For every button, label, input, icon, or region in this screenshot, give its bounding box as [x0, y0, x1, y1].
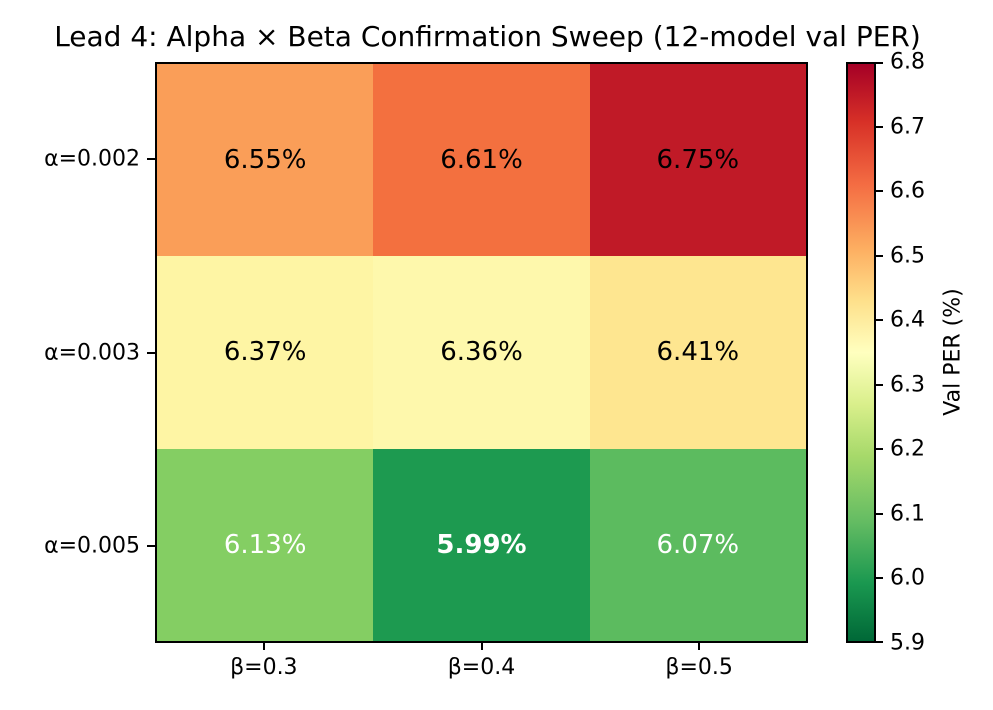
y-axis-tick: [147, 351, 155, 354]
colorbar-tick: [876, 448, 883, 451]
cell-value-label: 6.41%: [656, 337, 740, 368]
cell-value-label: 6.13%: [223, 529, 307, 560]
y-tick-label: α=0.005: [44, 533, 140, 559]
y-tick-label: α=0.002: [44, 146, 140, 172]
heatmap-cell: 6.75%: [589, 64, 806, 257]
colorbar-tick-label: 6.1: [890, 501, 925, 527]
colorbar-tick: [876, 641, 883, 643]
colorbar-tick: [876, 383, 883, 386]
colorbar-axis-label: Val PER (%): [940, 288, 966, 416]
y-axis-tick: [147, 157, 155, 160]
colorbar-tick: [876, 62, 883, 64]
heatmap-cell: 6.36%: [373, 256, 590, 449]
heatmap-cell: 6.13%: [157, 448, 374, 641]
x-tick-label: β=0.4: [447, 655, 516, 680]
colorbar-tick: [876, 254, 883, 257]
y-tick-label: α=0.003: [44, 340, 140, 365]
cell-value-label: 6.55%: [223, 145, 307, 176]
colorbar-tick: [876, 125, 883, 128]
colorbar-tick-label: 6.8: [890, 49, 925, 75]
colorbar-tick-label: 6.5: [890, 243, 925, 269]
colorbar-tick-label: 6.3: [890, 372, 925, 398]
colorbar-tick: [876, 577, 883, 580]
cell-value-label: 6.07%: [656, 529, 740, 560]
x-axis-tick: [698, 643, 701, 650]
x-axis-tick: [262, 643, 265, 650]
colorbar-tick: [876, 319, 883, 322]
colorbar: [846, 62, 876, 643]
heatmap-plot: 6.55% 6.61% 6.75% 6.37% 6.36% 6.41% 6.13% 5.99%…: [155, 62, 808, 643]
heatmap-cell: 6.37%: [157, 256, 374, 449]
heatmap-cell: 6.55%: [157, 64, 374, 257]
colorbar-tick-label: 6.2: [890, 436, 925, 462]
heatmap-cell: 6.41%: [589, 256, 806, 449]
colorbar-tick-label: 6.7: [890, 114, 925, 140]
heatmap-cell: 6.61%: [373, 64, 590, 257]
colorbar-tick: [876, 512, 883, 515]
y-axis-tick: [147, 545, 155, 548]
colorbar-tick-label: 6.6: [890, 178, 925, 204]
cell-value-label: 6.37%: [223, 337, 307, 368]
colorbar-tick-label: 6.4: [890, 307, 925, 333]
colorbar-tick-label: 5.9: [890, 630, 925, 656]
x-tick-label: β=0.3: [230, 655, 298, 680]
x-axis-tick: [480, 643, 483, 650]
colorbar-tick-label: 6.0: [890, 565, 925, 591]
cell-value-label: 6.61%: [440, 145, 523, 176]
chart-title: Lead 4: Alpha × Beta Confirmation Sweep …: [54, 20, 921, 53]
heatmap-cell: 5.99%: [373, 448, 590, 641]
colorbar-tick: [876, 190, 883, 193]
cell-value-label: 6.75%: [656, 145, 740, 176]
cell-value-label: 6.36%: [440, 337, 523, 368]
x-tick-label: β=0.5: [665, 655, 733, 680]
heatmap-cell: 6.07%: [589, 448, 806, 641]
cell-value-label: 5.99%: [436, 529, 527, 560]
